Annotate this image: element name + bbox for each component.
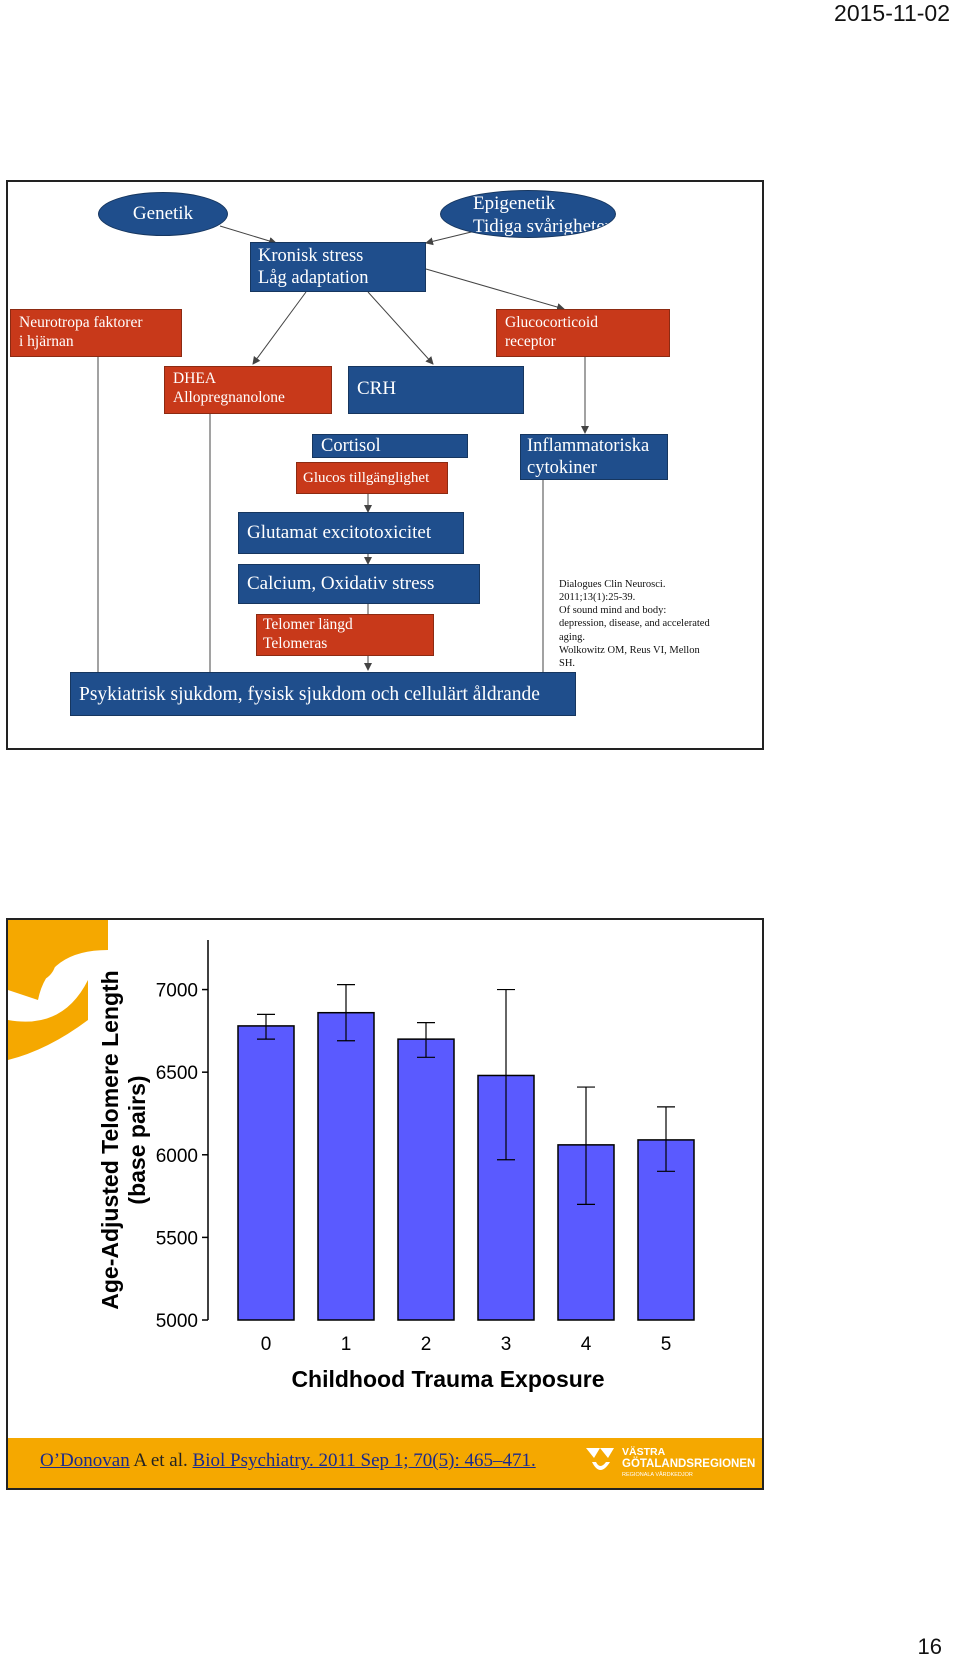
x-tick-label: 2 (421, 1334, 432, 1355)
telomer-langd-label: Telomer längd (263, 616, 353, 633)
y-tick-label: 5000 (156, 1311, 198, 1332)
dhea-box: DHEA Allopregnanolone (164, 366, 332, 414)
vgr-logo-icon (586, 1448, 614, 1470)
y-tick-label: 7000 (156, 981, 198, 1002)
glucocorticoid-box: Glucocorticoid receptor (496, 309, 670, 357)
receptor-label: receptor (505, 332, 556, 350)
tidiga-label: Tidiga svårigheter (473, 215, 612, 237)
epigenetik-label: Epigenetik (473, 193, 556, 214)
calcium-label: Calcium, Oxidativ stress (247, 573, 435, 594)
calcium-box: Calcium, Oxidativ stress (238, 564, 480, 604)
cortisol-label: Cortisol (321, 436, 381, 456)
bar (317, 1011, 375, 1321)
bar (237, 1025, 295, 1321)
telomeras-label: Telomeras (263, 634, 328, 652)
vgr-logo: VÄSTRA GÖTALANDSREGIONEN REGIONALA VÅRDK… (582, 1444, 755, 1482)
inflammatoriska-label: Inflammatoriska (527, 436, 650, 456)
x-tick-label: 5 (661, 1334, 672, 1355)
glutamat-label: Glutamat excitotoxicitet (247, 522, 432, 543)
x-tick-label: 1 (341, 1334, 352, 1355)
genetik-node: Genetik (98, 192, 228, 236)
glucos-label: Glucos tillgänglighet (303, 470, 430, 486)
reference-journal-link[interactable]: Biol Psychiatry. 2011 Sep 1; 70(5): 465–… (192, 1450, 536, 1471)
telomer-box: Telomer längd Telomeras (256, 614, 434, 656)
dhea-label: DHEA (173, 370, 217, 387)
logo-line-1: VÄSTRA (622, 1446, 666, 1458)
reference-text: O’Donovan A et al. Biol Psychiatry. 2011… (40, 1450, 536, 1472)
reference-mid: A et al. (129, 1450, 193, 1471)
x-tick-label: 4 (581, 1334, 592, 1355)
glutamat-box: Glutamat excitotoxicitet (238, 512, 464, 554)
psykiatrisk-box: Psykiatrisk sjukdom, fysisk sjukdom och … (70, 672, 576, 716)
chart-slide: 5000 5500 6000 6500 7000 0 1 2 3 4 5 Childhood Trau… (6, 918, 764, 1490)
genetik-label: Genetik (132, 203, 194, 224)
kronisk-stress-box: Kronisk stress Låg adaptation (250, 242, 426, 292)
chart-plot-area: 5000 5500 6000 6500 7000 0 1 2 3 4 5 Childhood Trau… (97, 940, 695, 1392)
epigenetik-node: Epigenetik Tidiga svårigheter (440, 190, 616, 238)
inflammatoriska-box: Inflammatoriska cytokiner (520, 434, 668, 480)
telomere-bar-chart: 5000 5500 6000 6500 7000 0 1 2 3 4 5 Childhood Trau… (8, 920, 695, 1392)
lag-adaptation-label: Låg adaptation (258, 268, 369, 289)
logo-line-2: GÖTALANDSREGIONEN (622, 1458, 756, 1470)
psykiatrisk-label: Psykiatrisk sjukdom, fysisk sjukdom och … (79, 684, 540, 705)
x-tick-label: 3 (501, 1334, 512, 1355)
crh-box: CRH (348, 366, 524, 414)
reference-author-link[interactable]: O’Donovan (40, 1450, 130, 1471)
decorative-swirl-circle (12, 938, 56, 982)
crh-label: CRH (357, 378, 397, 399)
footer-bar: O’Donovan A et al. Biol Psychiatry. 2011… (8, 1438, 762, 1488)
allopregnanolone-label: Allopregnanolone (173, 388, 285, 406)
y-axis-title: Age-Adjusted Telomere Length (97, 970, 123, 1310)
neurotropa-box: Neurotropa faktorer i hjärnan (10, 309, 182, 357)
decorative-swirl-lower (8, 980, 88, 1060)
neurotropa-label: Neurotropa faktorer (19, 314, 143, 331)
page-number: 16 (917, 1634, 942, 1659)
y-tick-label: 6500 (156, 1063, 198, 1084)
y-tick-label: 5500 (156, 1228, 198, 1249)
x-tick-label: 0 (261, 1334, 272, 1355)
y-tick-label: 6000 (156, 1146, 198, 1167)
diagram-connectors (94, 225, 589, 692)
glucos-box: Glucos tillgänglighet (296, 462, 448, 494)
kronisk-stress-label: Kronisk stress (258, 246, 364, 266)
diagram-slide: Genetik Epigenetik Tidiga svårigheter Kr… (6, 180, 764, 750)
x-axis-title: Childhood Trauma Exposure (291, 1366, 604, 1392)
citation-text: Dialogues Clin Neurosci. 2011;13(1):25-3… (559, 579, 710, 669)
logo-line-3: REGIONALA VÅRDKEDJOR (622, 1472, 693, 1478)
cortisol-box: Cortisol (312, 434, 468, 458)
hjarnan-label: i hjärnan (19, 332, 74, 350)
header-date: 2015-11-02 (834, 0, 950, 26)
y-axis-subtitle: (base pairs) (124, 1075, 150, 1204)
cytokiner-label: cytokiner (527, 458, 597, 479)
glucocorticoid-label: Glucocorticoid (505, 314, 598, 331)
bar (397, 1038, 455, 1321)
